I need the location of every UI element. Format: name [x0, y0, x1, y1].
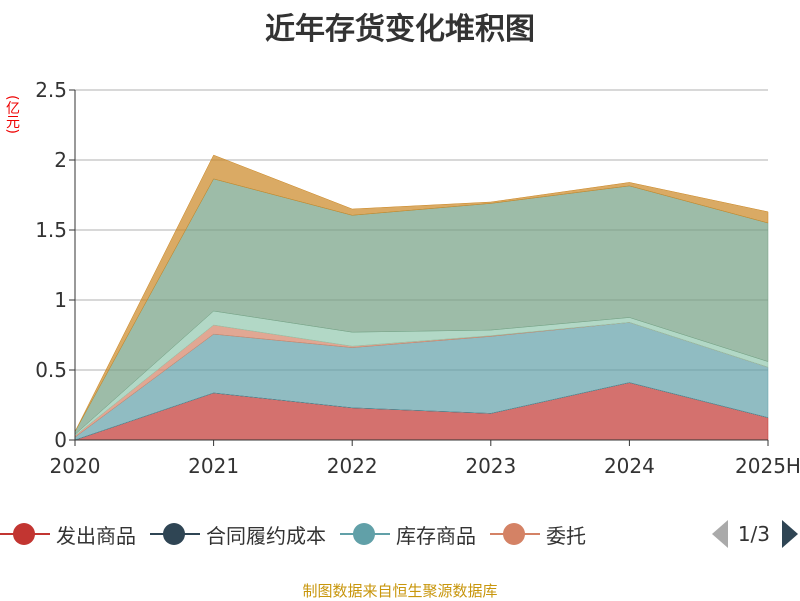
- x-tick-label: 2025H: [735, 454, 800, 478]
- source-note: 制图数据来自恒生聚源数据库: [302, 582, 498, 600]
- legend-page: 1/3: [737, 522, 770, 546]
- x-tick-label: 2022: [327, 454, 378, 478]
- legend: 发出商品 合同履约成本 库存商品 委托: [0, 518, 800, 550]
- legend-label: 委托: [546, 523, 586, 548]
- legend-item[interactable]: 发出商品: [0, 520, 136, 549]
- y-tick-label: 2.5: [35, 78, 67, 102]
- x-tick-label: 2021: [188, 454, 239, 478]
- y-axis-unit: (亿元): [4, 95, 20, 134]
- y-tick-label: 1.5: [35, 218, 67, 242]
- area-series-7: [74, 154, 769, 432]
- y-tick-label: 2: [54, 148, 67, 172]
- legend-item[interactable]: 委托: [490, 520, 586, 549]
- y-tick-label: 0.5: [35, 358, 67, 382]
- x-tick-label: 2023: [465, 454, 516, 478]
- prev-page-icon[interactable]: [711, 520, 728, 548]
- legend-item[interactable]: 合同履约成本: [150, 520, 326, 549]
- y-tick-label: 1: [54, 288, 67, 312]
- legend-label: 库存商品: [396, 523, 476, 548]
- legend-marker-icon: [340, 522, 390, 546]
- next-page-icon[interactable]: [782, 520, 798, 548]
- legend-marker-icon: [490, 522, 540, 546]
- x-tick-label: 2020: [50, 454, 101, 478]
- x-tick-label: 2024: [604, 454, 655, 478]
- legend-marker-icon: [0, 522, 50, 546]
- legend-label: 发出商品: [56, 523, 136, 548]
- legend-marker-icon: [150, 522, 200, 546]
- legend-label: 合同履约成本: [206, 523, 326, 548]
- y-tick-label: 0: [54, 428, 67, 452]
- chart-title: 近年存货变化堆积图: [265, 12, 535, 47]
- legend-pager: 1/3: [697, 518, 800, 550]
- legend-item[interactable]: 库存商品: [340, 520, 476, 549]
- stacked-area-chart: 0 0.5 1 1.5 2 2.5 2020 2021 2022 2023 2024 2025H: [35, 78, 800, 478]
